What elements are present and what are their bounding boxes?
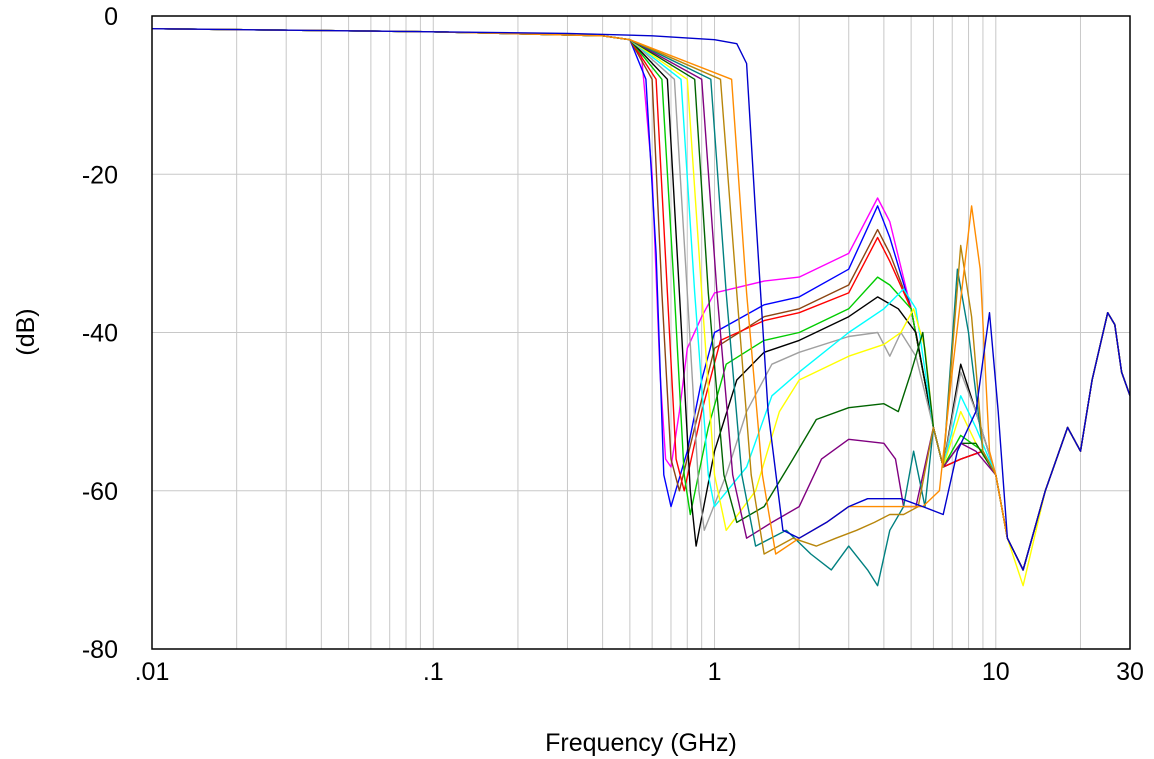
x-tick-label: .01 xyxy=(135,658,170,686)
y-tick-label: -80 xyxy=(82,636,118,664)
y-tick-label: 0 xyxy=(104,3,118,31)
x-axis-label: Frequency (GHz) xyxy=(545,729,737,757)
x-tick-label: 30 xyxy=(1116,658,1144,686)
x-tick-label: .1 xyxy=(423,658,444,686)
y-tick-labels: 0 -20 -40 -60 -80 xyxy=(82,3,118,664)
x-tick-label: 10 xyxy=(982,658,1010,686)
y-tick-label: -60 xyxy=(82,478,118,506)
plot-frame xyxy=(151,15,1131,650)
y-tick-label: -20 xyxy=(82,161,118,189)
x-tick-labels: .01 .1 1 10 30 xyxy=(135,658,1144,686)
y-tick-label: -40 xyxy=(82,320,118,348)
x-tick-label: 1 xyxy=(708,658,722,686)
series-line-15 xyxy=(152,28,1130,571)
y-axis-label: (dB) xyxy=(12,308,40,355)
series-group xyxy=(152,28,1130,587)
